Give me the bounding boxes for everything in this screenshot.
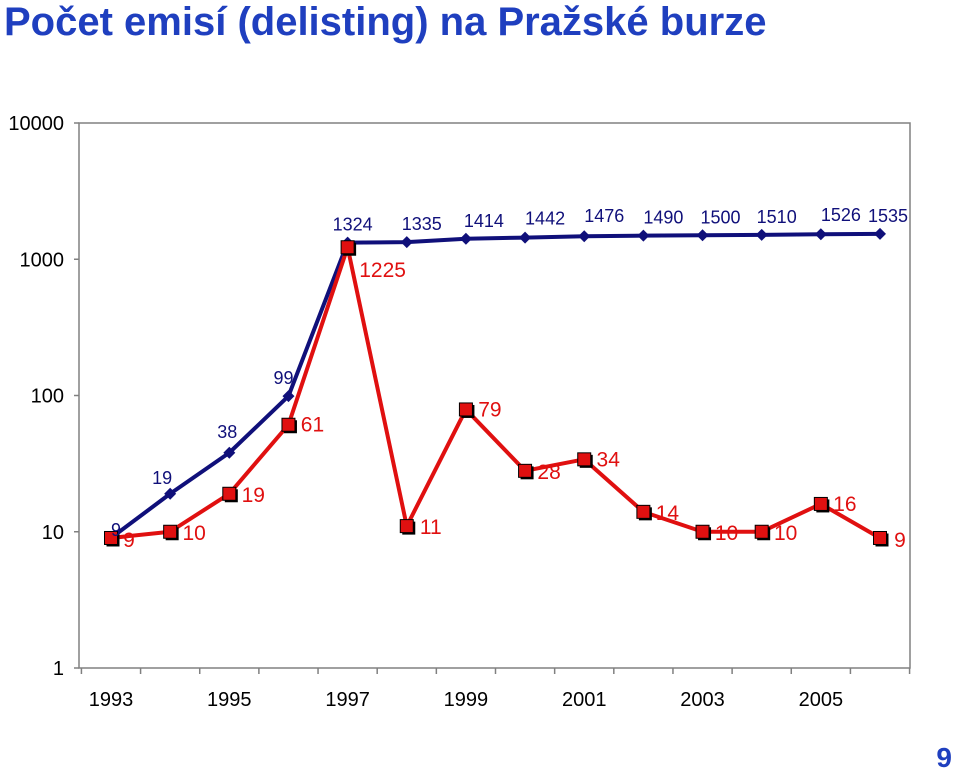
- x-tick-label: 2003: [680, 689, 725, 711]
- series-2-data-label: 10: [715, 522, 738, 545]
- series-1-data-label: 1324: [333, 215, 373, 235]
- series-1-point: [519, 231, 532, 244]
- series-2-point: [222, 486, 237, 501]
- series-1-data-label: 1490: [643, 208, 683, 228]
- series-1-data-label: 1526: [821, 205, 861, 225]
- series-1-point: [874, 227, 886, 240]
- series-2-point: [340, 240, 355, 255]
- series-2-point: [636, 504, 651, 519]
- series-2-data-label: 11: [420, 516, 442, 539]
- series-1-point: [282, 390, 295, 403]
- x-tick-label: 2001: [562, 689, 607, 711]
- series-2-data-label: 19: [242, 484, 265, 507]
- series-2-point: [104, 530, 118, 545]
- series-line-1: [109, 231, 881, 540]
- plot-area-frame: [78, 122, 911, 669]
- series-1-data-label: 99: [273, 368, 293, 388]
- series-2-data-label: 10: [182, 522, 205, 545]
- series-1-data-label: 1414: [464, 211, 504, 231]
- series-2-data-label: 16: [833, 493, 856, 516]
- series-1-data-label: 1510: [757, 207, 797, 227]
- series-2-point: [281, 417, 296, 432]
- series-1-point: [459, 232, 472, 245]
- series-1-data-label: 19: [152, 468, 172, 488]
- series-2-point: [518, 463, 533, 478]
- series-2-point: [813, 496, 828, 511]
- series-1-point: [223, 446, 236, 459]
- x-tick-label: 2005: [799, 689, 844, 711]
- series-2-data-label: 9: [894, 529, 906, 552]
- series-2-data-label: 10: [774, 522, 797, 545]
- x-tick-label: 1997: [325, 689, 370, 711]
- y-tick-label: 1: [53, 658, 64, 680]
- series-1-point: [637, 229, 650, 242]
- series-1-point: [400, 236, 413, 249]
- series-1-data-label: 1535: [868, 206, 908, 226]
- series-2-data-label: 61: [301, 414, 324, 437]
- series-2-data-label: 14: [656, 502, 680, 525]
- series-2-point: [163, 524, 178, 539]
- series-2-data-label: 1225: [359, 259, 406, 282]
- series-lines: [109, 231, 881, 540]
- series-2-point: [399, 519, 414, 534]
- series-1-point: [814, 228, 827, 241]
- series-2-point: [754, 524, 769, 539]
- series-2-point: [458, 402, 473, 417]
- series-1-data-label: 1442: [525, 209, 565, 229]
- series-2-data-label: 9: [123, 529, 135, 552]
- y-tick-label: 100: [31, 386, 64, 408]
- y-tick-label: 10000: [8, 113, 64, 135]
- y-tick-label: 1000: [20, 249, 65, 271]
- slide-title: Počet emisí (delisting) na Pražské burze: [4, 0, 767, 44]
- series-1-data-label: 1335: [402, 214, 442, 234]
- series-2-data-label: 28: [537, 461, 560, 484]
- series-1-data-label: 1476: [584, 206, 624, 226]
- series-1-data-label: 9: [111, 520, 121, 540]
- series-2-data-label: 34: [597, 448, 621, 471]
- series-2-point: [577, 452, 592, 467]
- y-tick-label: 10: [42, 522, 64, 544]
- series-1-data-label: 1500: [701, 207, 741, 227]
- series-1-point: [696, 229, 709, 242]
- series-2-point: [695, 524, 710, 539]
- series-markers: [104, 227, 889, 547]
- series-1-data-label: 38: [217, 422, 237, 442]
- x-tick-label: 1995: [207, 689, 252, 711]
- x-tick-label: 1993: [89, 689, 134, 711]
- series-2-data-label: 79: [478, 398, 501, 421]
- series-1-point: [578, 230, 591, 243]
- page-number: 9: [936, 742, 952, 773]
- x-tick-label: 1999: [444, 689, 489, 711]
- series-1-point: [755, 228, 768, 241]
- series-2-point: [873, 530, 887, 545]
- series-line-2: [110, 245, 881, 540]
- series-1-point: [164, 487, 177, 500]
